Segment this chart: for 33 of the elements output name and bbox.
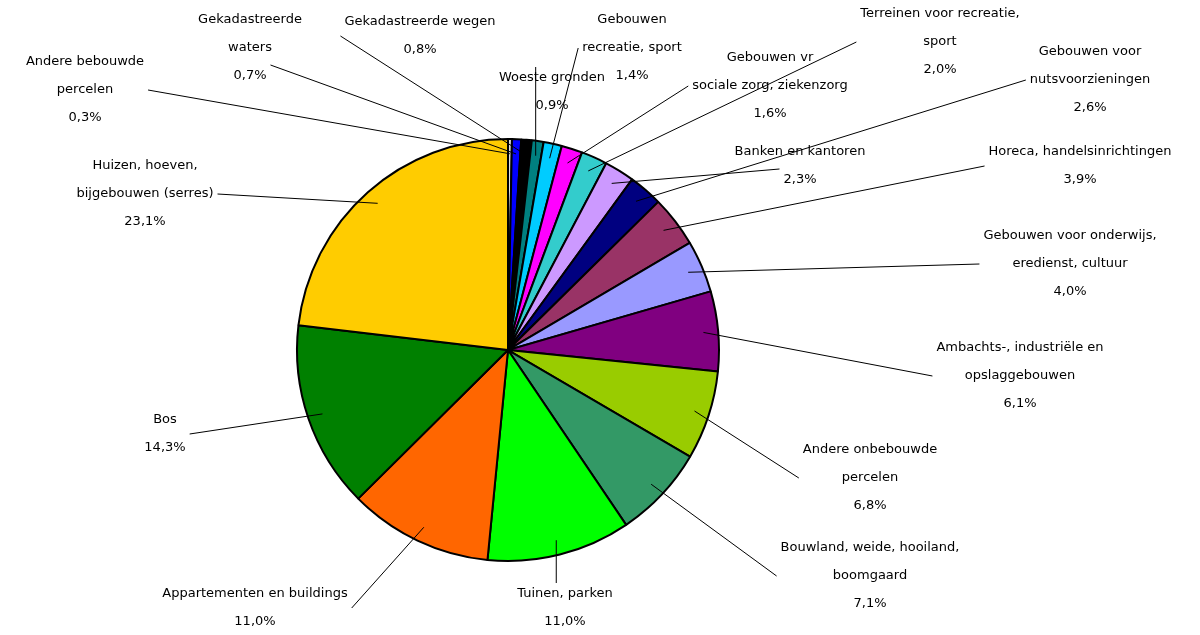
slice-label: Andere bebouwde percelen [25, 53, 145, 97]
slice-label: Andere onbebouwde percelen [802, 441, 938, 485]
data-label: 6,1% [1003, 395, 1037, 411]
data-label: 1,4% [615, 67, 649, 83]
data-label: 0,3% [68, 109, 102, 125]
data-label: 11,0% [234, 613, 276, 629]
data-label: 7,1% [853, 595, 887, 611]
data-label: 14,3% [144, 439, 186, 455]
data-label: 3,9% [1063, 171, 1097, 187]
data-label: 4,0% [1053, 283, 1087, 299]
slice-label: Ambachts-, industriële en opslaggebouwen [936, 339, 1104, 383]
data-label: 0,9% [535, 97, 569, 113]
data-label: 2,3% [783, 171, 817, 187]
data-label: 11,0% [544, 613, 586, 629]
data-label: 2,6% [1073, 99, 1107, 115]
slice-label: Gebouwen recreatie, sport [582, 11, 682, 55]
data-label: 23,1% [124, 213, 166, 229]
slice-label: Gebouwen voor onderwijs, eredienst, cultuur [983, 227, 1157, 271]
slice-label: Bos [153, 411, 178, 427]
slice-label: Appartementen en buildings [162, 585, 348, 601]
data-label: 0,7% [233, 67, 267, 83]
slice-label: Gekadastreerde waters [198, 11, 302, 55]
slice-label: Bouwland, weide, hooiland, boomgaard [780, 539, 960, 583]
slice-label: Horeca, handelsinrichtingen [988, 143, 1172, 159]
slice-label: Huizen, hoeven, bijgebouwen (serres) [76, 157, 214, 201]
slice-label: Tuinen, parken [516, 585, 613, 601]
data-label: 6,8% [853, 497, 887, 513]
slice-label: Gekadastreerde wegen [344, 13, 496, 29]
slice-label: Gebouwen voor nutsvoorzieningen [1029, 43, 1151, 87]
data-label: 0,8% [403, 41, 437, 57]
data-label: 2,0% [923, 61, 957, 77]
data-label: 1,6% [753, 105, 787, 121]
slice-label: Terreinen voor recreatie, sport [859, 5, 1020, 49]
